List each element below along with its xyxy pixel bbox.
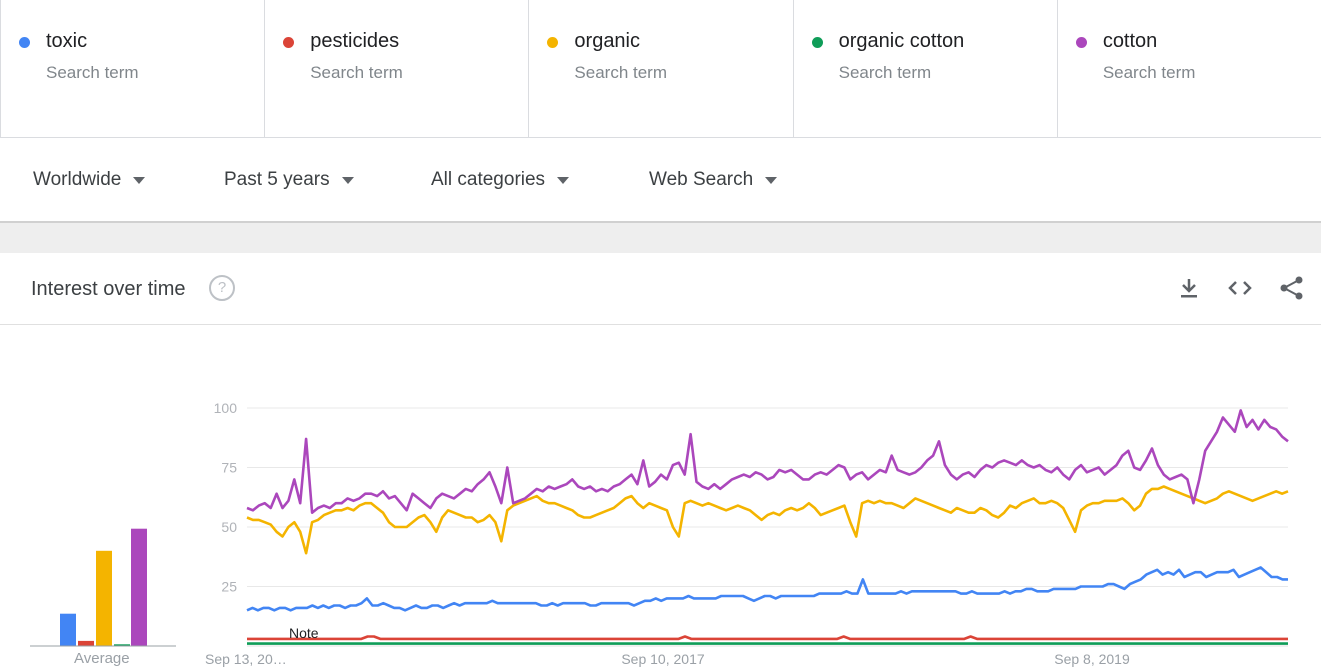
search-type-label: Web Search (649, 169, 754, 190)
term-subtitle: Search term (310, 63, 403, 82)
term-card-cotton[interactable]: cotton Search term (1058, 0, 1321, 137)
average-label: Average (74, 650, 130, 667)
term-color-dot (283, 37, 295, 48)
term-name[interactable]: toxic (46, 30, 88, 52)
category-label: All categories (431, 169, 546, 190)
term-color-dot (811, 37, 823, 48)
term-subtitle: Search term (838, 63, 932, 82)
series-line-pesticides (247, 635, 1288, 641)
category-dropdown[interactable]: All categories (431, 169, 570, 191)
term-card-organic[interactable]: organic Search term (529, 0, 794, 137)
series-line-cotton (246, 409, 1289, 514)
term-color-dot (547, 37, 559, 48)
filters-bar: Worldwide Past 5 years All categories We… (0, 138, 1321, 223)
x-tick-label-2: Sep 8, 2019 (1054, 651, 1130, 667)
term-subtitle: Search term (1102, 63, 1196, 82)
term-name[interactable]: cotton (1102, 30, 1158, 52)
card-title: Interest over time (31, 278, 186, 300)
note-annotation: Note (289, 625, 319, 641)
term-card-pesticides[interactable]: pesticides Search term (265, 0, 530, 137)
search-terms-bar: toxic Search term pesticides Search term… (0, 0, 1321, 138)
time-range-label: Past 5 years (224, 169, 330, 190)
term-name[interactable]: organic (574, 30, 641, 52)
x-tick-label-1: Sep 10, 2017 (621, 651, 705, 667)
series-line-organic (246, 485, 1289, 555)
search-type-dropdown[interactable]: Web Search (649, 169, 778, 191)
interest-line-chart: 25 50 75 100 Sep 13, 20… Sep 10, 2017 Sep 8, 2… (205, 400, 1289, 667)
caret-down-icon (133, 176, 146, 184)
region-label: Worldwide (33, 169, 122, 190)
embed-icon[interactable] (1225, 273, 1255, 303)
term-name[interactable]: organic cotton (838, 30, 965, 52)
caret-down-icon (557, 176, 570, 184)
average-bar-organic-cotton (114, 644, 130, 646)
average-bar-toxic (60, 613, 76, 646)
term-card-toxic[interactable]: toxic Search term (0, 0, 266, 137)
y-tick-label-75: 75 (221, 460, 237, 476)
y-tick-label-100: 100 (214, 400, 238, 416)
average-bar-chart (30, 528, 176, 647)
series-line-toxic (246, 566, 1288, 612)
time-range-dropdown[interactable]: Past 5 years (224, 169, 354, 191)
average-bar-pesticides (78, 640, 94, 646)
x-tick-label-0: Sep 13, 20… (205, 651, 287, 667)
caret-down-icon (341, 176, 354, 184)
share-icon[interactable] (1277, 273, 1307, 303)
section-separator (0, 223, 1321, 253)
help-icon[interactable]: ? (209, 275, 235, 301)
term-subtitle: Search term (574, 63, 667, 82)
caret-down-icon (765, 176, 778, 184)
interest-over-time-header: Interest over time ? (0, 253, 1321, 325)
average-bar-organic (96, 550, 112, 646)
term-color-dot (1075, 37, 1087, 48)
region-dropdown[interactable]: Worldwide (33, 169, 146, 191)
term-color-dot (19, 37, 30, 48)
average-bar-cotton (131, 528, 147, 646)
download-icon[interactable] (1174, 273, 1204, 303)
y-tick-label-50: 50 (221, 519, 237, 535)
term-card-organic-cotton[interactable]: organic cotton Search term (794, 0, 1058, 137)
term-name[interactable]: pesticides (310, 30, 400, 52)
term-subtitle: Search term (46, 63, 139, 82)
y-tick-label-25: 25 (221, 579, 237, 595)
